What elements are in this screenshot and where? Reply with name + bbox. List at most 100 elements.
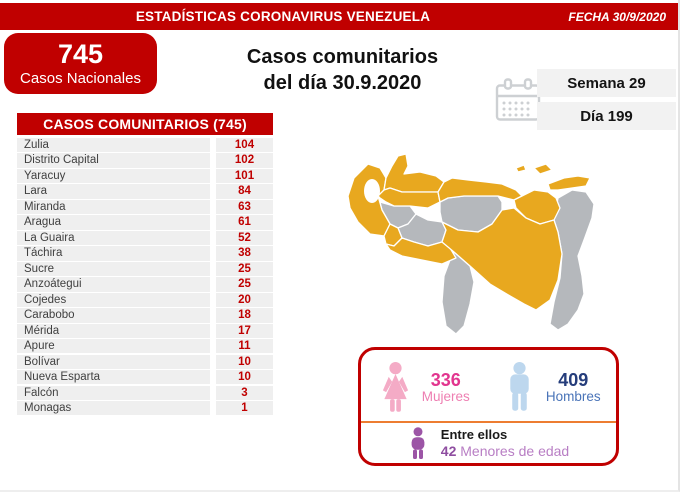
- column-gap: [210, 323, 216, 338]
- state-value: 11: [216, 339, 273, 354]
- calendar-icon: [495, 78, 541, 121]
- state-name: Falcón: [17, 385, 210, 400]
- states-table-body: Zulia 104 Distrito Capital 102 Yaracuy 1…: [17, 138, 273, 416]
- column-gap: [210, 138, 216, 153]
- table-row: Distrito Capital 102: [17, 153, 273, 168]
- table-row: Miranda 63: [17, 199, 273, 215]
- state-name: Yaracuy: [17, 168, 210, 184]
- men-count: 409: [558, 369, 589, 390]
- state-name: Anzoátegui: [17, 277, 210, 292]
- state-value: 102: [216, 153, 273, 168]
- week-badge: Semana 29: [537, 69, 676, 97]
- state-value: 3: [216, 385, 273, 400]
- state-value: 84: [216, 184, 273, 199]
- state-name: Cojedes: [17, 292, 210, 308]
- men-label: Hombres: [545, 389, 601, 405]
- state-name: Miranda: [17, 199, 210, 215]
- page-title: Casos comunitarios del día 30.9.2020: [225, 44, 460, 97]
- state-name: Aragua: [17, 215, 210, 230]
- state-value: 18: [216, 308, 273, 323]
- gender-section: 336 Mujeres 409 Hombres: [361, 350, 616, 421]
- state-value: 17: [216, 323, 273, 338]
- minors-count: 42: [440, 443, 457, 460]
- state-value: 104: [216, 138, 273, 153]
- state-value: 10: [216, 370, 273, 385]
- map-region-lara: [377, 187, 441, 209]
- column-gap: [210, 215, 216, 230]
- women-count: 336: [430, 369, 461, 390]
- page-title-line2: del día 30.9.2020: [263, 72, 422, 95]
- women-label: Mujeres: [421, 389, 470, 405]
- men-group: 409 Hombres: [489, 357, 617, 414]
- orange-divider: [361, 421, 616, 423]
- state-name: Mérida: [17, 323, 210, 338]
- minors-label: Menores de edad: [460, 443, 570, 460]
- minors-line: 42 Menores de edad: [441, 443, 569, 460]
- venezuela-map: [347, 153, 595, 335]
- banner-date: FECHA 30/9/2020: [568, 9, 666, 24]
- state-name: Zulia: [17, 138, 210, 153]
- state-name: Bolívar: [17, 354, 210, 369]
- state-value: 52: [216, 230, 273, 246]
- state-value: 25: [216, 261, 273, 277]
- state-value: 1: [216, 401, 273, 416]
- column-gap: [210, 184, 216, 199]
- map-region-amazonas: [441, 251, 475, 335]
- state-name: Carabobo: [17, 308, 210, 323]
- top-banner: ESTADÍSTICAS CORONAVIRUS VENEZUELA FECHA…: [0, 3, 678, 30]
- minors-intro: Entre ellos: [440, 426, 508, 442]
- column-gap: [210, 354, 216, 369]
- table-row: Nueva Esparta 10: [17, 370, 273, 385]
- map-region-sucre: [547, 175, 591, 191]
- state-name: Nueva Esparta: [17, 370, 210, 385]
- table-header: CASOS COMUNITARIOS (745): [17, 113, 273, 135]
- column-gap: [210, 370, 216, 385]
- men-stats: 409 Hombres: [546, 370, 601, 406]
- column-gap: [210, 230, 216, 246]
- column-gap: [210, 153, 216, 168]
- state-name: Apure: [17, 339, 210, 354]
- women-stats: 336 Mujeres: [422, 370, 470, 406]
- column-gap: [210, 277, 216, 292]
- table-row: Mérida 17: [17, 323, 273, 338]
- column-gap: [210, 168, 216, 184]
- column-gap: [210, 199, 216, 215]
- map-island-margarita: [533, 163, 553, 175]
- column-gap: [210, 246, 216, 261]
- state-name: Lara: [17, 184, 210, 199]
- table-row: La Guaira 52: [17, 230, 273, 246]
- women-group: 336 Mujeres: [361, 357, 489, 414]
- column-gap: [210, 261, 216, 277]
- column-gap: [210, 401, 216, 416]
- community-cases-table: CASOS COMUNITARIOS (745) Zulia 104 Distr…: [17, 113, 273, 417]
- state-name: La Guaira: [17, 230, 210, 246]
- table-row: Zulia 104: [17, 138, 273, 153]
- column-gap: [210, 339, 216, 354]
- state-name: Sucre: [17, 261, 210, 277]
- minors-text: Entre ellos 42 Menores de edad: [441, 427, 569, 460]
- table-row: Lara 84: [17, 184, 273, 199]
- map-region-bolivar: [441, 207, 563, 311]
- national-cases-box: 745 Casos Nacionales: [4, 33, 157, 94]
- column-gap: [210, 292, 216, 308]
- child-figure-icon: [411, 427, 425, 459]
- state-value: 61: [216, 215, 273, 230]
- map-region-east-arm: [549, 189, 595, 331]
- table-row: Táchira 38: [17, 246, 273, 261]
- map-lake-maracaibo: [364, 179, 380, 203]
- female-figure-icon: [382, 362, 408, 412]
- table-row: Yaracuy 101: [17, 168, 273, 184]
- state-value: 101: [216, 168, 273, 184]
- state-value: 63: [216, 199, 273, 215]
- minors-section: Entre ellos 42 Menores de edad: [361, 423, 616, 463]
- national-cases-value: 745: [57, 39, 104, 70]
- state-name: Táchira: [17, 246, 210, 261]
- table-row: Anzoátegui 25: [17, 277, 273, 292]
- table-row: Apure 11: [17, 339, 273, 354]
- table-row: Bolívar 10: [17, 354, 273, 369]
- table-row: Carabobo 18: [17, 308, 273, 323]
- column-gap: [210, 308, 216, 323]
- column-gap: [210, 385, 216, 400]
- demographics-box: 336 Mujeres 409 Hombres: [358, 347, 619, 466]
- map-island-small: [515, 164, 527, 173]
